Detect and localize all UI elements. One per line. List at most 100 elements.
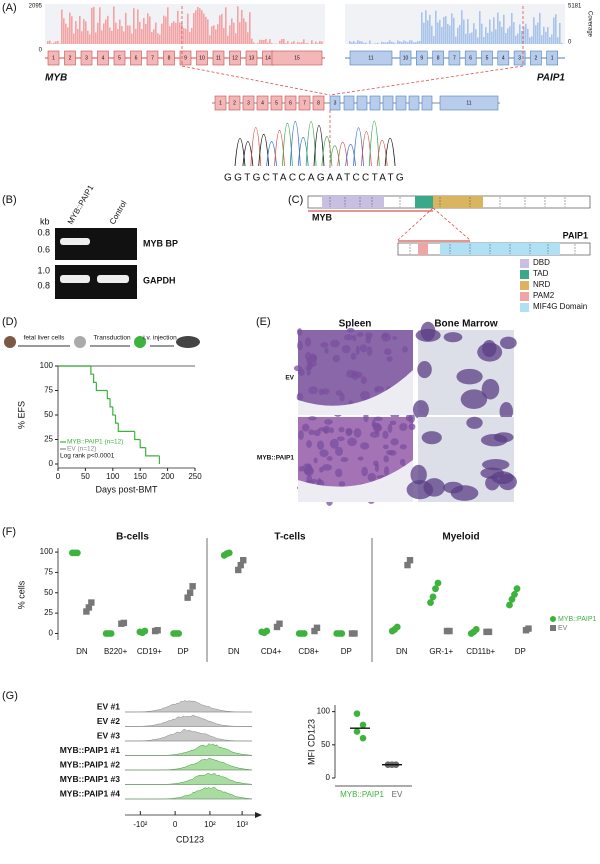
x-tick-label: MYB::PAIP1 bbox=[340, 790, 384, 799]
coverage-bar bbox=[231, 18, 233, 44]
data-point bbox=[154, 627, 161, 634]
cell bbox=[355, 345, 360, 356]
cell bbox=[297, 340, 303, 351]
coverage-bar bbox=[453, 17, 455, 44]
coverage-bar bbox=[493, 17, 495, 44]
step-icon bbox=[74, 336, 86, 348]
cell bbox=[421, 431, 442, 445]
cell bbox=[329, 438, 339, 449]
coverage-bar bbox=[549, 37, 551, 44]
coverage-bar bbox=[169, 26, 171, 44]
coverage-bar bbox=[389, 40, 391, 44]
coverage-bar bbox=[119, 19, 121, 44]
exon bbox=[97, 50, 109, 66]
coverage-bar bbox=[197, 6, 199, 44]
exon bbox=[270, 95, 283, 111]
cell bbox=[382, 430, 389, 439]
cell bbox=[408, 413, 415, 424]
tissue-edge bbox=[298, 460, 413, 502]
coverage-bar bbox=[501, 26, 503, 44]
coverage-bar bbox=[363, 42, 365, 44]
coverage-bar bbox=[211, 26, 213, 44]
coverage-bar bbox=[457, 27, 459, 44]
coverage-bar bbox=[225, 7, 227, 45]
coverage-bar bbox=[477, 37, 479, 44]
coverage-tick: 2095 bbox=[29, 4, 43, 10]
coverage-bar bbox=[171, 22, 173, 44]
size-tick: 1.0 bbox=[37, 265, 50, 275]
cell bbox=[322, 464, 332, 471]
legend-label: MYB::PAIP1 (n=12) bbox=[67, 439, 123, 446]
exon-number: 2 bbox=[535, 55, 538, 61]
coverage-bar bbox=[195, 10, 197, 44]
gene-label: MYB bbox=[45, 73, 67, 84]
exon-number: 6 bbox=[469, 55, 472, 61]
legend-swatch bbox=[520, 270, 529, 279]
cell bbox=[319, 449, 329, 457]
data-point bbox=[175, 630, 183, 637]
coverage-bar bbox=[423, 22, 425, 44]
exon bbox=[245, 50, 258, 66]
exon bbox=[284, 95, 297, 111]
coverage-bar bbox=[425, 10, 427, 44]
cell bbox=[498, 473, 517, 491]
coverage-bar bbox=[513, 22, 515, 44]
cell bbox=[305, 365, 312, 371]
panel-label: (D) bbox=[2, 316, 17, 328]
x-tick-label: 200 bbox=[161, 472, 175, 481]
coverage-bar bbox=[547, 27, 549, 44]
exon-number: 3 bbox=[85, 55, 88, 61]
coverage-bar bbox=[263, 40, 265, 44]
coverage-bar bbox=[441, 27, 443, 44]
legend-swatch bbox=[520, 281, 529, 290]
exon bbox=[271, 50, 323, 66]
coverage-bar bbox=[283, 38, 285, 44]
coverage-bar bbox=[545, 31, 547, 44]
cell bbox=[366, 346, 373, 356]
coverage-bar bbox=[65, 23, 67, 44]
trace-peak bbox=[242, 141, 254, 167]
exon bbox=[329, 95, 341, 111]
coverage-bar bbox=[63, 18, 65, 44]
cell bbox=[332, 354, 341, 363]
sample-label: EV #3 bbox=[97, 730, 120, 740]
coverage-bar bbox=[399, 41, 401, 44]
cell bbox=[308, 429, 315, 436]
coverage-bar bbox=[385, 42, 387, 44]
group-title: T-cells bbox=[274, 532, 306, 543]
cell bbox=[360, 376, 367, 385]
cell bbox=[399, 444, 407, 450]
coverage-bar bbox=[451, 13, 453, 44]
coverage-bar bbox=[253, 42, 255, 44]
panel-label: (C) bbox=[288, 194, 303, 206]
legend-label: EV (n=12) bbox=[67, 446, 96, 453]
cell bbox=[402, 346, 408, 353]
coverage-bar bbox=[305, 43, 307, 44]
coverage-bar bbox=[409, 40, 411, 44]
cell bbox=[350, 352, 357, 360]
exon-number: 11 bbox=[368, 55, 373, 61]
cell bbox=[357, 456, 364, 461]
band bbox=[60, 238, 90, 245]
cell bbox=[369, 431, 380, 438]
data-point bbox=[225, 549, 233, 557]
coverage-bar bbox=[439, 19, 441, 44]
trace-peak bbox=[266, 141, 277, 167]
exon-number: 6 bbox=[135, 55, 138, 61]
legend-label: MYB::PAIP1 bbox=[558, 616, 596, 623]
data-point bbox=[276, 620, 283, 627]
coverage-bar bbox=[175, 22, 177, 44]
legend-label: TAD bbox=[533, 269, 549, 278]
cell bbox=[382, 444, 389, 450]
cell bbox=[360, 390, 370, 401]
x-tick-label: 100 bbox=[106, 472, 120, 481]
cell bbox=[373, 460, 379, 466]
exon-number: 13 bbox=[249, 55, 255, 61]
coverage-bar bbox=[159, 34, 161, 44]
cell bbox=[335, 446, 343, 456]
data-point bbox=[313, 624, 321, 631]
y-tick-label: 75 bbox=[44, 568, 53, 577]
exon bbox=[349, 50, 393, 66]
exon bbox=[439, 95, 499, 111]
cell bbox=[456, 368, 483, 385]
